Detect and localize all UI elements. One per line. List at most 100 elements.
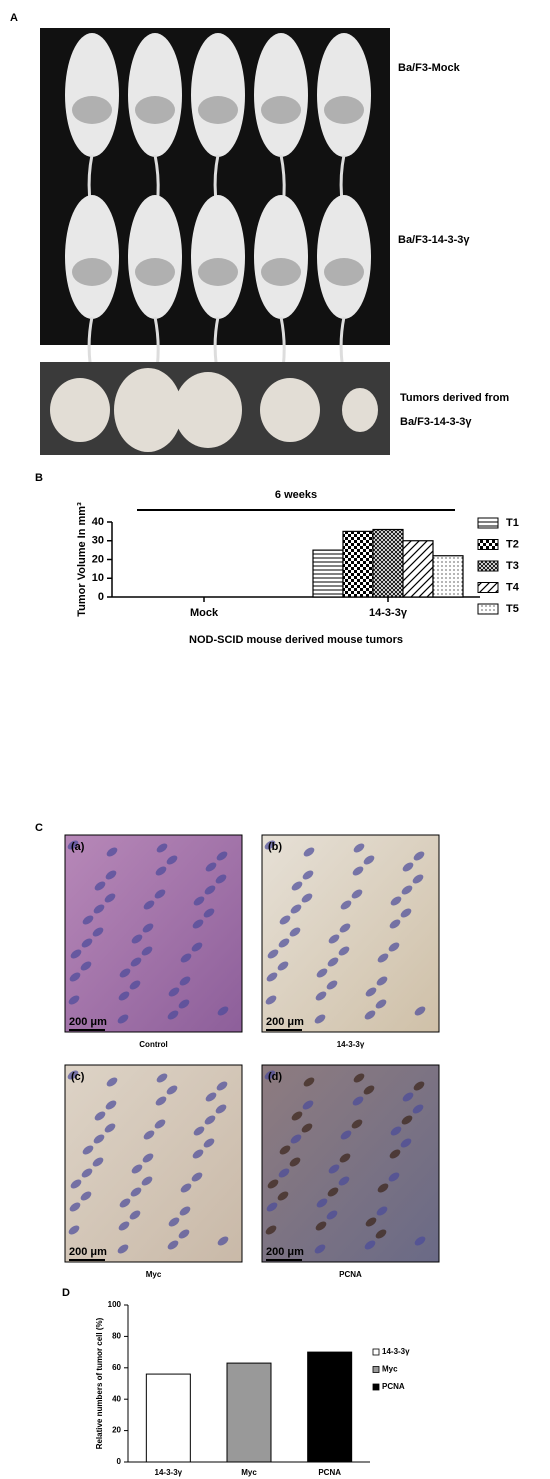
nucleus bbox=[193, 1126, 205, 1136]
nucleus bbox=[67, 840, 79, 850]
nucleus bbox=[68, 995, 80, 1005]
nucleus bbox=[191, 942, 203, 952]
mouse bbox=[254, 33, 308, 157]
legend-label: T3 bbox=[506, 560, 519, 572]
legend-label: T4 bbox=[506, 581, 520, 593]
nucleus bbox=[104, 1123, 116, 1133]
y-tick-label: 80 bbox=[112, 1332, 121, 1341]
nucleus bbox=[315, 991, 327, 1001]
tumor-spot bbox=[261, 96, 301, 124]
mouse bbox=[128, 195, 182, 319]
nucleus bbox=[388, 1172, 400, 1182]
legend-label: Myc bbox=[382, 1365, 398, 1374]
bar bbox=[307, 1351, 353, 1463]
nucleus bbox=[67, 1070, 79, 1080]
nucleus bbox=[340, 1130, 352, 1140]
nucleus bbox=[155, 866, 167, 876]
nucleus bbox=[402, 862, 414, 872]
image-caption: Control bbox=[139, 1040, 167, 1049]
nucleus bbox=[167, 1240, 179, 1250]
y-tick-label: 40 bbox=[112, 1394, 121, 1403]
nucleus bbox=[414, 1236, 426, 1246]
y-tick-label: 100 bbox=[108, 1300, 122, 1309]
legend-swatch bbox=[372, 1366, 380, 1373]
tumor-spot bbox=[324, 96, 364, 124]
nucleus bbox=[338, 1176, 350, 1186]
nucleus bbox=[339, 1153, 351, 1163]
nucleus bbox=[278, 1168, 290, 1178]
scale-label: 200 μm bbox=[69, 1246, 107, 1258]
nucleus bbox=[203, 908, 215, 918]
x-tick-label: Myc bbox=[241, 1468, 257, 1477]
nucleus bbox=[314, 1014, 326, 1024]
tumor-label: Ba/F3-14-3-3γ bbox=[400, 416, 472, 428]
nucleus bbox=[180, 1183, 192, 1193]
nucleus bbox=[364, 1240, 376, 1250]
nucleus bbox=[203, 1138, 215, 1148]
x-tick-label: 14-3-3γ bbox=[155, 1468, 183, 1477]
nucleus bbox=[81, 938, 93, 948]
nucleus bbox=[179, 976, 191, 986]
nucleus bbox=[204, 885, 216, 895]
y-tick-label: 20 bbox=[112, 1426, 121, 1435]
nucleus bbox=[377, 1183, 389, 1193]
scale-label: 200 μm bbox=[266, 1246, 304, 1258]
nucleus bbox=[118, 1221, 130, 1231]
nucleus bbox=[278, 938, 290, 948]
nucleus bbox=[70, 1179, 82, 1189]
nucleus bbox=[117, 1014, 129, 1024]
nucleus bbox=[291, 881, 303, 891]
nucleus bbox=[130, 1187, 142, 1197]
nucleus bbox=[104, 893, 116, 903]
nucleus bbox=[338, 946, 350, 956]
nucleus bbox=[412, 874, 424, 884]
nucleus bbox=[142, 923, 154, 933]
tumor bbox=[260, 378, 320, 442]
tumors bbox=[50, 368, 378, 452]
nucleus bbox=[216, 851, 228, 861]
image-tag: (d) bbox=[268, 1071, 282, 1083]
nucleus bbox=[143, 900, 155, 910]
tumor-spot bbox=[135, 96, 175, 124]
nucleus bbox=[92, 1157, 104, 1167]
nucleus bbox=[106, 847, 118, 857]
nucleus bbox=[217, 1006, 229, 1016]
nucleus bbox=[105, 870, 117, 880]
panel-label: D bbox=[62, 1287, 70, 1299]
y-tick-label: 60 bbox=[112, 1363, 121, 1372]
nucleus bbox=[375, 999, 387, 1009]
nucleus bbox=[156, 1073, 168, 1083]
nucleus bbox=[93, 1134, 105, 1144]
y-tick-label: 40 bbox=[92, 516, 104, 528]
nucleus bbox=[326, 980, 338, 990]
bar bbox=[312, 549, 344, 598]
row-label: Ba/F3-14-3-3γ bbox=[398, 234, 470, 246]
tumor bbox=[50, 378, 110, 442]
y-tick-label: 20 bbox=[92, 553, 104, 565]
bar bbox=[226, 1362, 272, 1463]
nucleus bbox=[82, 1145, 94, 1155]
nucleus bbox=[192, 919, 204, 929]
legend-swatch bbox=[372, 1383, 380, 1391]
nucleus bbox=[388, 942, 400, 952]
nucleus bbox=[390, 1126, 402, 1136]
nucleus bbox=[70, 949, 82, 959]
image-tag: (a) bbox=[71, 841, 85, 853]
nucleus bbox=[412, 1104, 424, 1114]
nucleus bbox=[364, 1010, 376, 1020]
legend-swatch bbox=[477, 560, 499, 572]
mouse bbox=[191, 195, 245, 319]
nucleus bbox=[376, 976, 388, 986]
nucleus bbox=[339, 923, 351, 933]
nucleus bbox=[215, 1104, 227, 1114]
nucleus bbox=[205, 862, 217, 872]
image-tag: (c) bbox=[71, 1071, 85, 1083]
tumor-spot bbox=[198, 96, 238, 124]
nucleus bbox=[377, 953, 389, 963]
nucleus bbox=[316, 968, 328, 978]
nucleus bbox=[290, 1134, 302, 1144]
nucleus bbox=[414, 1006, 426, 1016]
nucleus bbox=[289, 927, 301, 937]
